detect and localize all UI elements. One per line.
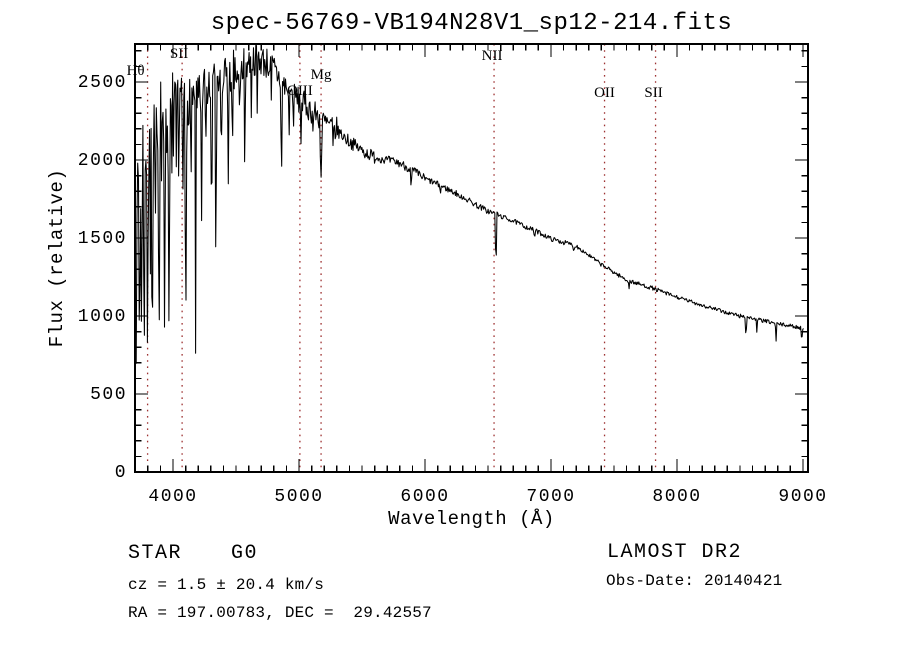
x-tick-label: 6000: [400, 487, 449, 507]
y-tick-label: 2500: [78, 73, 127, 93]
spectral-line-label: OIII: [287, 83, 313, 99]
spectral-line-label: NII: [482, 48, 503, 64]
y-tick-label: 2000: [78, 151, 127, 171]
x-axis-label: Wavelength (Å): [388, 508, 555, 530]
y-tick-label: 500: [90, 385, 127, 405]
x-tick-label: 8000: [652, 487, 701, 507]
x-tick-label: 4000: [148, 487, 197, 507]
spectral-line-label: OII: [594, 85, 615, 101]
y-tick-label: 0: [115, 463, 127, 483]
spectral-line-label: SII: [644, 85, 662, 101]
x-tick-label: 5000: [274, 487, 323, 507]
x-tick-label: 7000: [526, 487, 575, 507]
subclass-label: G0: [231, 542, 259, 565]
spectrum-trace: [134, 44, 804, 364]
spectral-line-label: SII: [170, 46, 188, 62]
y-tick-label: 1000: [78, 307, 127, 327]
plot-border: [134, 43, 809, 473]
plot-title: spec-56769-VB194N28V1_sp12-214.fits: [210, 10, 733, 37]
cz-label: cz = 1.5 ± 20.4 km/s: [128, 576, 325, 594]
y-tick-label: 1500: [78, 229, 127, 249]
obs-date-label: Obs-Date: 20140421: [606, 572, 783, 590]
survey-label: LAMOST DR2: [607, 541, 743, 564]
y-axis-label: Flux (relative): [46, 168, 68, 348]
classification-label: STAR: [128, 542, 183, 565]
spectral-line-label: Mg: [311, 67, 332, 83]
x-tick-label: 9000: [778, 487, 827, 507]
ra-dec-label: RA = 197.00783, DEC = 29.42557: [128, 604, 432, 622]
